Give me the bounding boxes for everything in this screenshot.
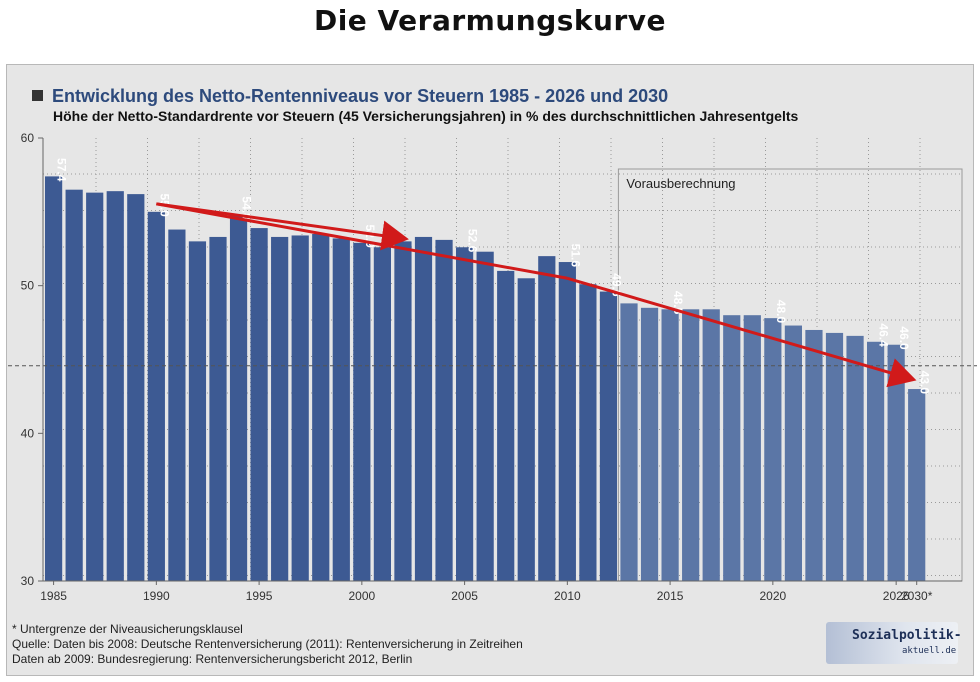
bar (127, 194, 145, 581)
bar (86, 192, 104, 582)
y-tick-label: 60 (21, 131, 35, 145)
bar (106, 191, 124, 581)
bar (887, 344, 905, 581)
bar (723, 315, 741, 581)
footnote-line: Quelle: Daten bis 2008: Deutsche Rentenv… (12, 637, 523, 651)
bar (784, 325, 802, 581)
data-label: 51.6 (568, 244, 582, 268)
x-tick-label: 2030* (901, 589, 933, 603)
bar (538, 256, 556, 581)
chart-title: Entwicklung des Netto-Rentenniveaus vor … (32, 86, 668, 107)
bar (353, 242, 371, 582)
data-label: 46.0 (897, 326, 911, 350)
bar (702, 309, 720, 581)
x-tick-label: 2026 (883, 589, 910, 603)
y-tick-label: 40 (21, 426, 35, 440)
data-label: 52.6 (466, 229, 480, 253)
footnote-line: * Untergrenze der Niveausicherungsklause… (12, 622, 243, 636)
bar (394, 241, 412, 581)
forecast-label: Vorausberechnung (626, 176, 735, 191)
logo-text-main: Sozialpolitik- (852, 628, 962, 643)
y-tick-label: 30 (21, 574, 35, 588)
title-bullet-icon (32, 90, 43, 101)
bar (456, 247, 474, 582)
x-tick-label: 1995 (246, 589, 273, 603)
data-label: 43.0 (918, 371, 932, 395)
x-tick-label: 2020 (759, 589, 786, 603)
data-label: 57.4 (55, 158, 69, 182)
bar (517, 278, 535, 581)
x-tick-label: 1985 (40, 589, 67, 603)
y-tick-label: 50 (21, 279, 35, 293)
bar (497, 270, 515, 581)
x-tick-label: 2005 (451, 589, 478, 603)
data-label: 48.0 (774, 300, 788, 324)
page-title: Die Verarmungskurve (313, 4, 667, 37)
bar (743, 315, 761, 581)
footnote-line: Daten ab 2009: Bundesregierung: Rentenve… (12, 652, 413, 666)
logo-text-domain: aktuell.de (902, 646, 957, 656)
chart-subtitle: Höhe der Netto-Standardrente vor Steuern… (53, 108, 799, 124)
bar (476, 251, 494, 581)
bar (414, 236, 433, 582)
x-tick-label: 2010 (554, 589, 581, 603)
footnotes: * Untergrenze der Niveausicherungsklause… (12, 622, 523, 667)
bar (168, 229, 186, 581)
bar (312, 233, 330, 581)
bar (764, 318, 782, 581)
bar (291, 235, 309, 581)
bar (825, 332, 844, 581)
data-label: 46.4 (877, 323, 891, 347)
logo-background (826, 622, 958, 664)
bar (846, 335, 864, 581)
trend-arrow-long (566, 276, 917, 388)
x-tick-label: 1990 (143, 589, 170, 603)
bar (805, 329, 823, 581)
bar (332, 238, 350, 581)
bar (579, 284, 597, 581)
sozialpolitik-logo: Sozialpolitik- aktuell.de (826, 622, 962, 664)
bar (373, 247, 391, 582)
bar (271, 236, 289, 582)
bar (147, 211, 165, 582)
bar (661, 309, 679, 581)
bar (640, 307, 659, 581)
bar (65, 189, 83, 581)
bar (229, 214, 248, 581)
bar (867, 341, 885, 581)
bar (620, 303, 638, 581)
bar (599, 291, 618, 581)
bar (435, 239, 453, 581)
trend-line (156, 202, 568, 280)
x-tick-label: 2000 (348, 589, 375, 603)
x-tick-label: 2015 (657, 589, 684, 603)
bar (209, 236, 227, 582)
bar (250, 228, 268, 581)
data-label: 54.8 (240, 196, 254, 220)
bar (188, 241, 207, 581)
chart-title-text: Entwicklung des Netto-Rentenniveaus vor … (52, 86, 669, 106)
bar (558, 262, 576, 581)
bar (45, 176, 63, 582)
bar (908, 389, 926, 581)
trend-arrow-short (156, 202, 409, 251)
bar (682, 309, 700, 581)
